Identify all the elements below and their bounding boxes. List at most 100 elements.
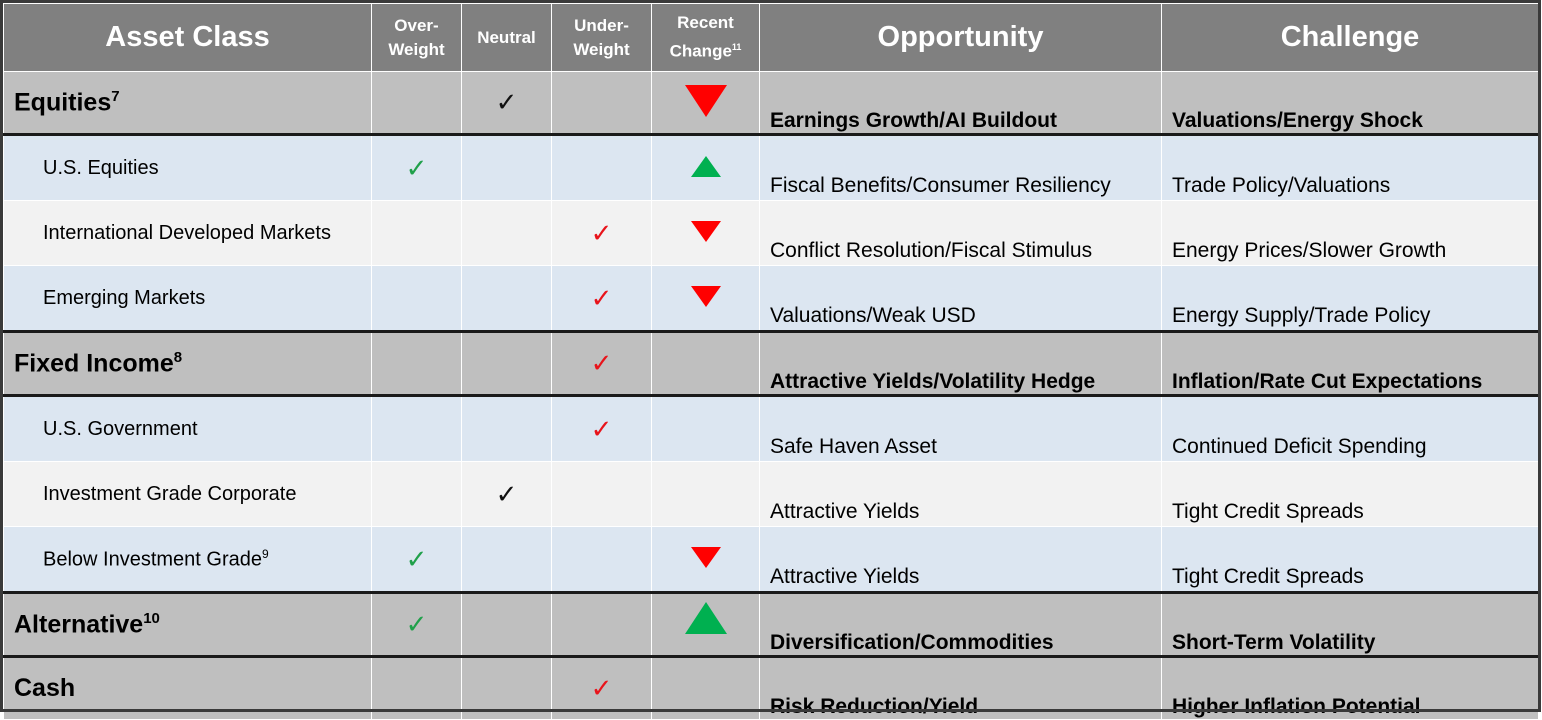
opportunity-cell: Attractive Yields bbox=[759, 461, 1162, 527]
table-row: Below Investment Grade9 ✓ Attractive Yield… bbox=[3, 526, 1539, 593]
check-icon: ✓ bbox=[590, 217, 613, 248]
header-row: Asset Class Over- Weight Neutral Under- We… bbox=[3, 3, 1539, 72]
check-icon: ✓ bbox=[495, 478, 518, 509]
table-row: U.S. Government ✓ Safe Haven Asset Continue… bbox=[3, 394, 1539, 462]
recent-change-cell bbox=[651, 71, 760, 135]
recent-change-cell bbox=[651, 133, 760, 201]
table-row: Cash ✓ Risk Reduction/Yield Higher Inflatio… bbox=[3, 655, 1539, 720]
challenge-cell: Continued Deficit Spending bbox=[1161, 394, 1539, 462]
asset-name: Fixed Income8 bbox=[3, 330, 372, 396]
rating-overweight-cell: ✓ bbox=[371, 133, 462, 201]
rating-underweight-cell bbox=[551, 461, 652, 527]
asset-name-label: Investment Grade Corporate bbox=[43, 482, 297, 505]
footnote-marker: 10 bbox=[143, 609, 160, 627]
rating-overweight-cell: ✓ bbox=[371, 591, 462, 657]
arrow-down-icon bbox=[684, 85, 727, 117]
rating-underweight-cell: ✓ bbox=[551, 330, 652, 396]
check-icon: ✓ bbox=[590, 413, 613, 444]
footnote-marker: 9 bbox=[262, 546, 269, 561]
arrow-up-icon bbox=[684, 602, 727, 634]
rating-underweight-cell: ✓ bbox=[551, 265, 652, 332]
asset-name: Alternative10 bbox=[3, 591, 372, 657]
table-row: Alternative10 ✓ Diversification/Commoditie… bbox=[3, 591, 1539, 657]
rating-neutral-cell: ✓ bbox=[461, 461, 552, 527]
opportunity-cell: Earnings Growth/AI Buildout bbox=[759, 71, 1162, 135]
asset-name: Equities7 bbox=[3, 71, 372, 135]
table-row: Emerging Markets ✓ Valuations/Weak USD Ener… bbox=[3, 265, 1539, 332]
opportunity-cell: Attractive Yields/Volatility Hedge bbox=[759, 330, 1162, 396]
rating-underweight-cell: ✓ bbox=[551, 394, 652, 462]
opportunity-cell: Attractive Yields bbox=[759, 526, 1162, 593]
check-icon: ✓ bbox=[590, 348, 613, 378]
asset-name: Cash bbox=[3, 655, 372, 720]
recent-change-cell bbox=[651, 526, 760, 593]
rating-underweight-cell bbox=[551, 526, 652, 593]
asset-name-label: Fixed Income bbox=[14, 349, 174, 378]
asset-name-label: Equities bbox=[14, 88, 112, 117]
challenge-cell: Energy Supply/Trade Policy bbox=[1161, 265, 1539, 332]
challenge-cell: Energy Prices/Slower Growth bbox=[1161, 200, 1539, 266]
rating-overweight-cell: ✓ bbox=[371, 526, 462, 593]
rating-underweight-cell: ✓ bbox=[551, 655, 652, 720]
table-row: International Developed Markets ✓ Conflict… bbox=[3, 200, 1539, 266]
table-row: Equities7 ✓ Earnings Growth/AI Buildout Val… bbox=[3, 71, 1539, 135]
rating-underweight-cell: ✓ bbox=[551, 200, 652, 266]
asset-allocation-table: Asset Class Over- Weight Neutral Under- We… bbox=[3, 3, 1539, 720]
asset-name-label: Emerging Markets bbox=[43, 286, 206, 309]
table-row: Fixed Income8 ✓ Attractive Yields/Volatili… bbox=[3, 330, 1539, 396]
opportunity-cell: Risk Reduction/Yield bbox=[759, 655, 1162, 720]
recent-change-cell bbox=[651, 461, 760, 527]
asset-name-label: U.S. Government bbox=[43, 417, 198, 440]
rating-overweight-cell bbox=[371, 330, 462, 396]
asset-name: Below Investment Grade9 bbox=[3, 526, 372, 593]
challenge-cell: Inflation/Rate Cut Expectations bbox=[1161, 330, 1539, 396]
challenge-cell: Tight Credit Spreads bbox=[1161, 526, 1539, 593]
recent-change-cell bbox=[651, 200, 760, 266]
rating-neutral-cell bbox=[461, 200, 552, 266]
header-asset-class: Asset Class bbox=[3, 3, 372, 72]
challenge-cell: Higher Inflation Potential bbox=[1161, 655, 1539, 720]
asset-name: Emerging Markets bbox=[3, 265, 372, 332]
rating-neutral-cell: ✓ bbox=[461, 71, 552, 135]
asset-name: International Developed Markets bbox=[3, 200, 372, 266]
check-icon: ✓ bbox=[495, 87, 518, 117]
header-neutral: Neutral bbox=[461, 3, 552, 72]
opportunity-cell: Fiscal Benefits/Consumer Resiliency bbox=[759, 133, 1162, 201]
rating-overweight-cell bbox=[371, 265, 462, 332]
rating-underweight-cell bbox=[551, 591, 652, 657]
table-row: Investment Grade Corporate ✓ Attractive Yi… bbox=[3, 461, 1539, 527]
challenge-cell: Trade Policy/Valuations bbox=[1161, 133, 1539, 201]
rating-overweight-cell bbox=[371, 200, 462, 266]
rating-overweight-cell bbox=[371, 71, 462, 135]
arrow-down-icon bbox=[690, 546, 721, 568]
header-overweight: Over- Weight bbox=[371, 3, 462, 72]
header-opportunity: Opportunity bbox=[759, 3, 1162, 72]
challenge-cell: Tight Credit Spreads bbox=[1161, 461, 1539, 527]
rating-overweight-cell bbox=[371, 461, 462, 527]
opportunity-cell: Safe Haven Asset bbox=[759, 394, 1162, 462]
asset-name-label: U.S. Equities bbox=[43, 156, 159, 179]
arrow-down-icon bbox=[690, 220, 721, 242]
asset-name-label: Cash bbox=[14, 674, 76, 702]
check-icon: ✓ bbox=[405, 543, 428, 574]
header-recent-change: Recent Change11 bbox=[651, 3, 760, 72]
rating-underweight-cell bbox=[551, 71, 652, 135]
rating-neutral-cell bbox=[461, 133, 552, 201]
header-underweight: Under- Weight bbox=[551, 3, 652, 72]
challenge-cell: Valuations/Energy Shock bbox=[1161, 71, 1539, 135]
rating-neutral-cell bbox=[461, 591, 552, 657]
footnote-marker: 7 bbox=[111, 87, 120, 105]
opportunity-cell: Diversification/Commodities bbox=[759, 591, 1162, 657]
opportunity-cell: Conflict Resolution/Fiscal Stimulus bbox=[759, 200, 1162, 266]
recent-change-cell bbox=[651, 265, 760, 332]
asset-name-label: Below Investment Grade bbox=[43, 548, 262, 571]
rating-neutral-cell bbox=[461, 655, 552, 720]
check-icon: ✓ bbox=[590, 673, 613, 703]
header-challenge: Challenge bbox=[1161, 3, 1539, 72]
opportunity-cell: Valuations/Weak USD bbox=[759, 265, 1162, 332]
recent-change-cell bbox=[651, 591, 760, 657]
rating-neutral-cell bbox=[461, 265, 552, 332]
rating-overweight-cell bbox=[371, 655, 462, 720]
check-icon: ✓ bbox=[405, 152, 428, 183]
rating-neutral-cell bbox=[461, 394, 552, 462]
